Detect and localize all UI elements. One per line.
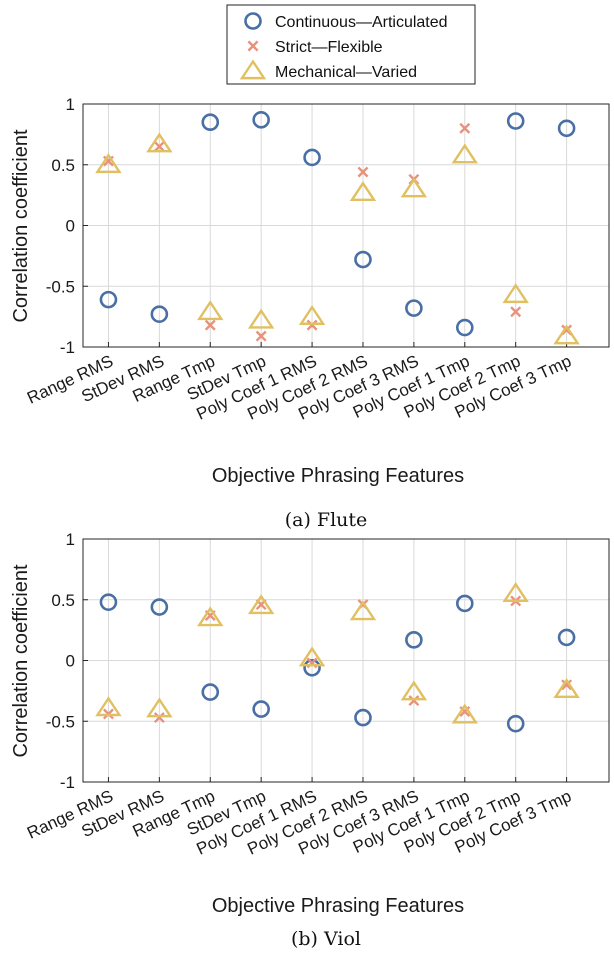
data-point — [349, 600, 377, 621]
data-point — [506, 714, 525, 733]
data-point — [553, 324, 580, 345]
data-point — [455, 318, 474, 337]
data-point — [201, 683, 220, 701]
data-point — [349, 181, 377, 202]
data-point — [95, 153, 122, 174]
legend-label-2: Mechanical—Varied — [275, 64, 417, 81]
data-point — [150, 598, 169, 616]
y-tick-label: 0 — [66, 217, 75, 236]
y-tick-label: -1 — [60, 773, 75, 792]
series-0 — [99, 593, 576, 733]
data-point — [502, 582, 529, 602]
y-tick-label: 1 — [66, 95, 75, 114]
series-0 — [99, 110, 576, 337]
chart-caption: (a) Flute — [285, 509, 368, 531]
data-point — [146, 132, 173, 153]
legend-label-0: Continuous—Articulated — [275, 14, 448, 31]
data-point — [252, 110, 270, 129]
data-point — [201, 113, 220, 132]
data-point — [502, 283, 529, 304]
data-point — [459, 122, 471, 134]
legend: Continuous—Articulated Strict—Flexible Mec… — [226, 4, 476, 85]
data-point — [354, 708, 372, 727]
data-point — [146, 697, 173, 718]
series-2 — [95, 132, 580, 345]
data-point — [400, 177, 428, 198]
data-point — [510, 306, 522, 318]
data-point — [197, 606, 224, 627]
y-tick-label: 0 — [66, 652, 75, 671]
data-point — [247, 594, 275, 615]
data-point — [400, 680, 428, 701]
data-point — [197, 300, 224, 321]
data-point — [506, 112, 525, 130]
data-point — [561, 679, 573, 691]
data-point — [408, 695, 420, 707]
y-tick-label: -0.5 — [46, 277, 75, 296]
data-point — [553, 677, 580, 698]
data-point — [99, 593, 118, 611]
data-point — [303, 658, 321, 677]
y-axis-label: Correlation coefficient — [10, 129, 32, 323]
data-point — [95, 696, 122, 717]
data-point — [204, 319, 216, 331]
data-point — [557, 119, 576, 138]
legend-marker-1 — [247, 40, 259, 52]
chart-caption: (b) Viol — [291, 928, 361, 950]
legend-marker-2 — [239, 59, 267, 80]
data-point — [298, 304, 326, 325]
y-tick-label: -1 — [60, 338, 75, 357]
data-point — [303, 148, 321, 167]
y-tick-label: 0.5 — [51, 156, 75, 175]
data-point — [150, 305, 169, 323]
legend-label-1: Strict—Flexible — [275, 39, 383, 56]
data-point — [354, 250, 372, 269]
y-axis-label: Correlation coefficient — [10, 564, 32, 758]
y-tick-label: -0.5 — [46, 712, 75, 731]
legend-marker-0 — [244, 12, 262, 30]
x-axis-label: Objective Phrasing Features — [212, 895, 464, 917]
data-point — [153, 712, 165, 724]
data-point — [557, 628, 576, 647]
data-point — [455, 594, 474, 613]
data-point — [298, 646, 326, 667]
data-point — [306, 319, 318, 331]
data-point — [255, 330, 267, 342]
data-point — [99, 290, 118, 309]
data-point — [247, 308, 275, 329]
data-point — [451, 703, 479, 724]
data-point — [252, 700, 270, 718]
data-point — [451, 143, 479, 164]
series-1 — [103, 122, 573, 342]
data-point — [357, 166, 369, 178]
y-tick-label: 1 — [66, 530, 75, 549]
y-tick-label: 0.5 — [51, 591, 75, 610]
x-axis-label: Objective Phrasing Features — [212, 465, 464, 487]
data-point — [153, 141, 165, 152]
data-point — [405, 299, 423, 317]
legend-box — [226, 4, 476, 85]
series-2 — [95, 582, 580, 724]
data-point — [405, 631, 423, 649]
